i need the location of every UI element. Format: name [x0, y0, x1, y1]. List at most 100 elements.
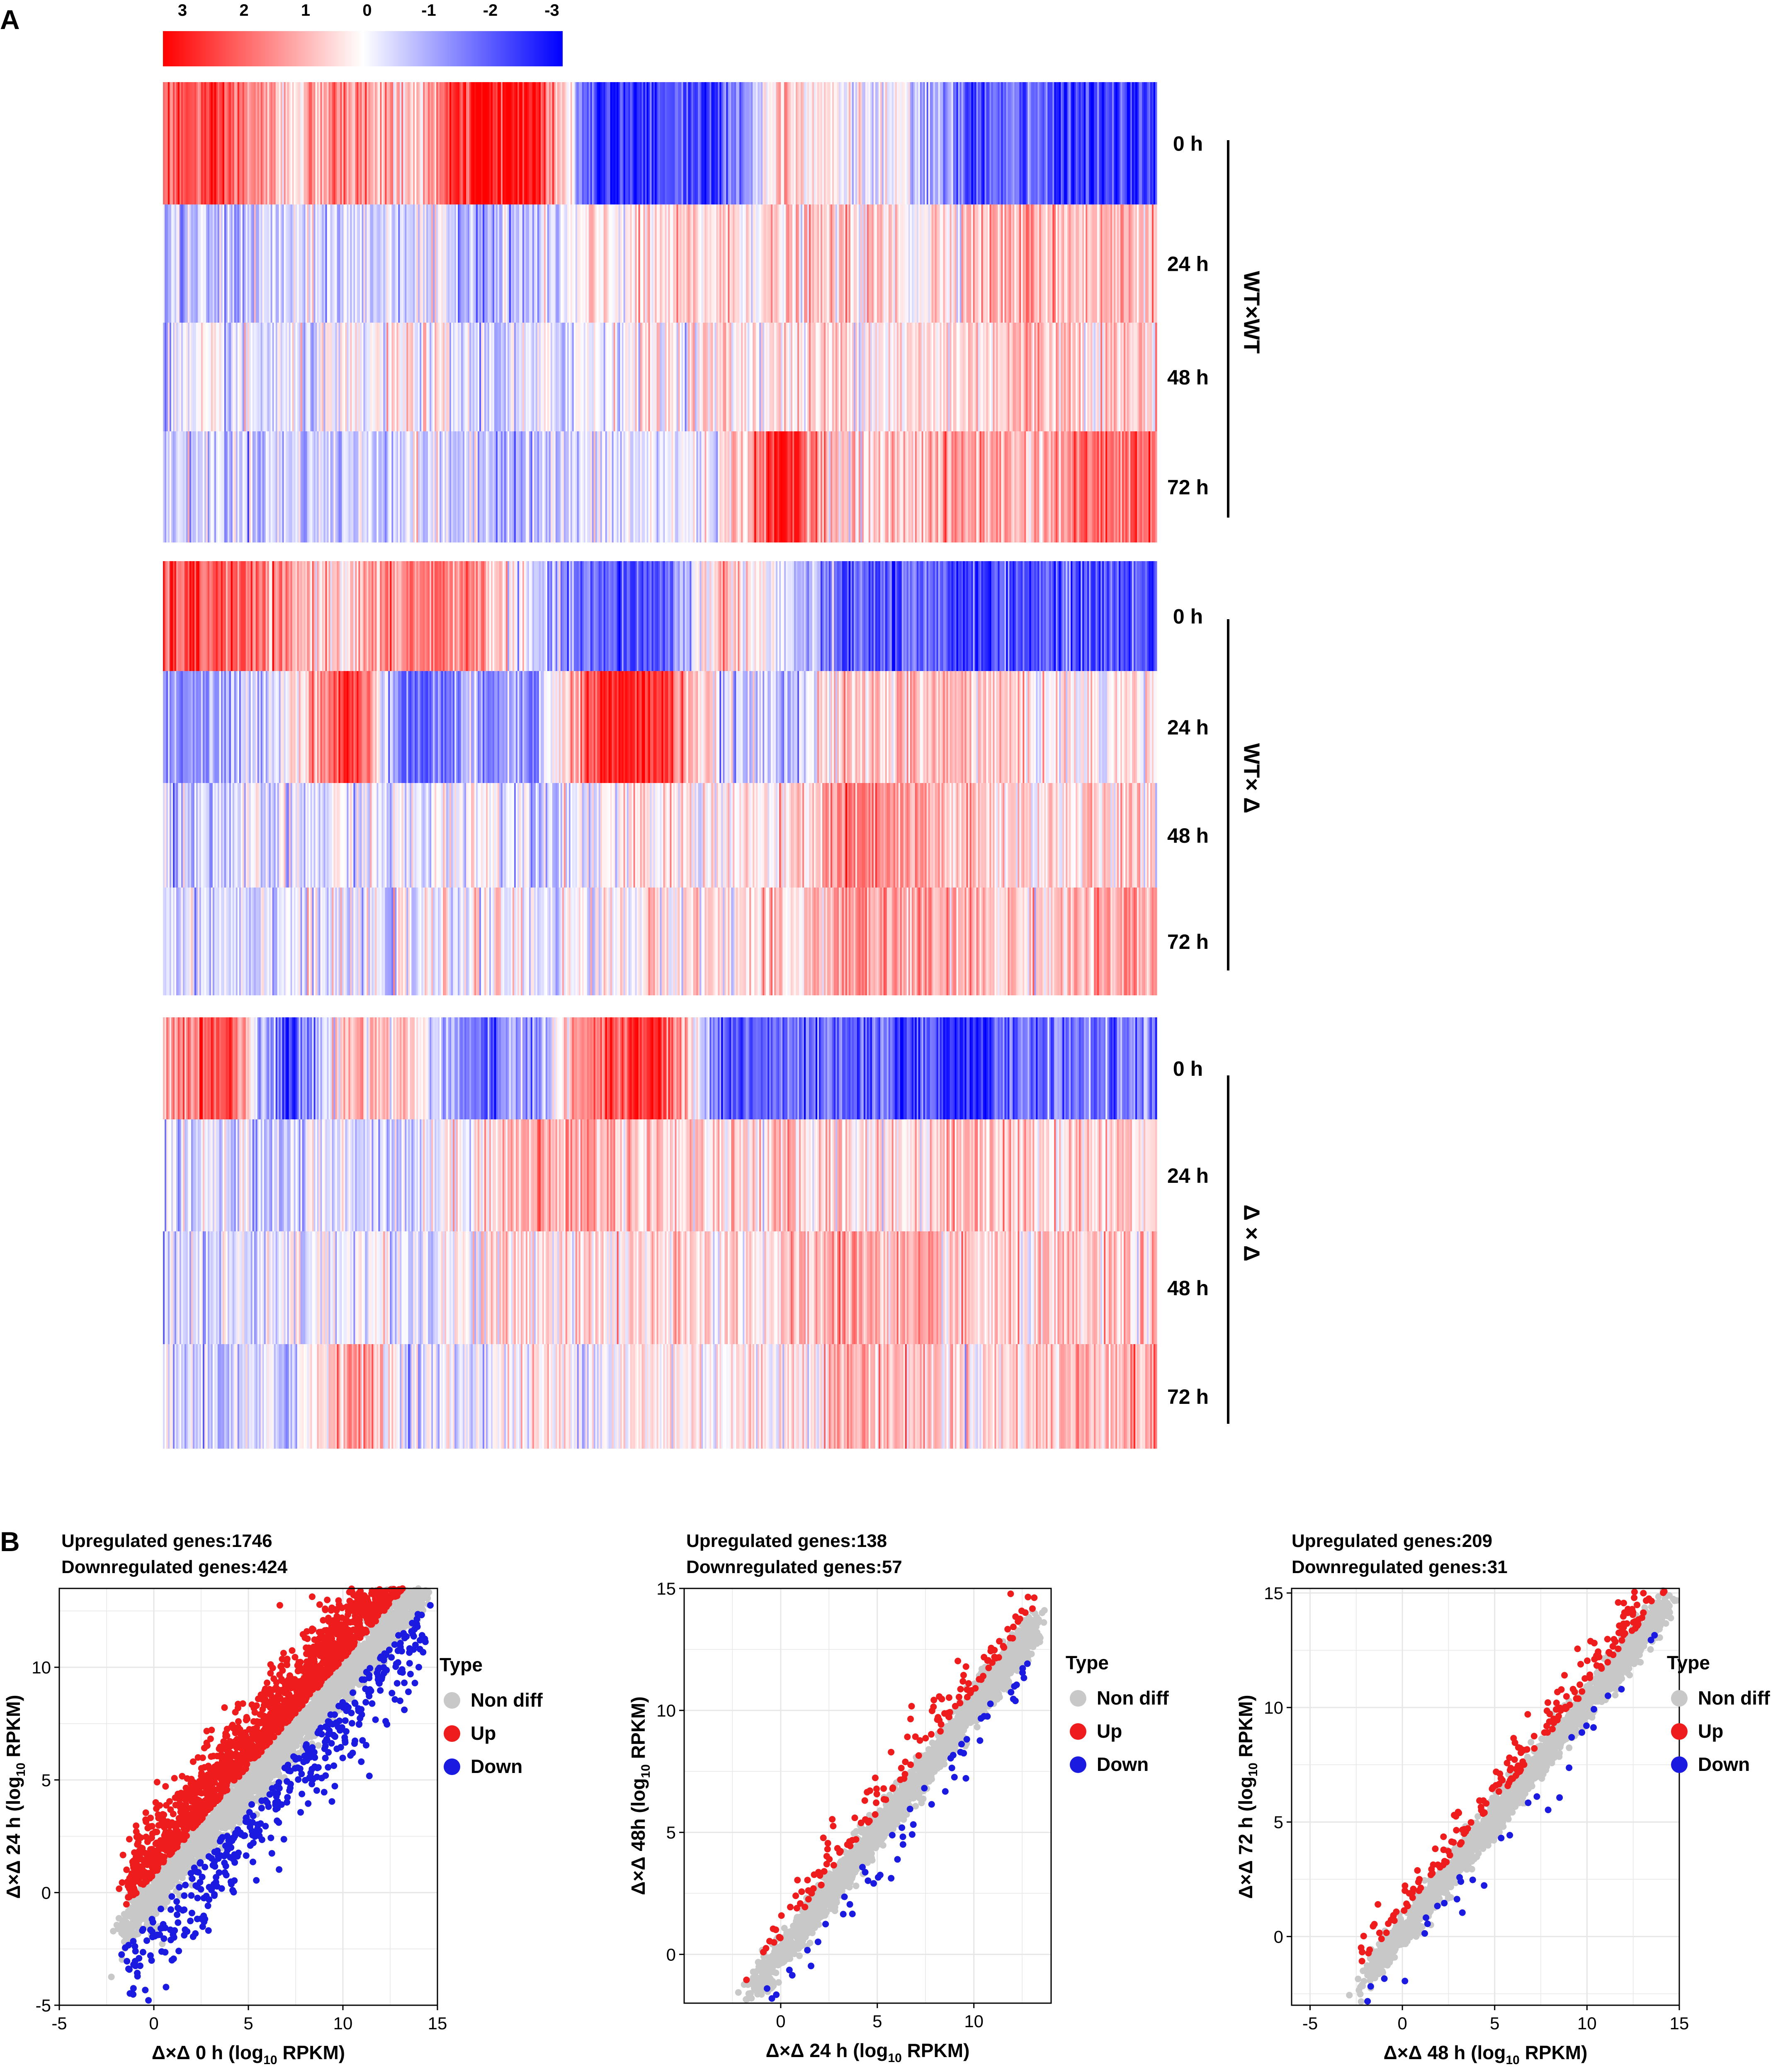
- heatmap-cell: [840, 323, 843, 431]
- heatmap-cell: [534, 671, 536, 783]
- heatmap-cell: [436, 431, 438, 542]
- heatmap-cell: [923, 783, 925, 888]
- heatmap-cell: [668, 671, 670, 783]
- heatmap-cell: [267, 1017, 270, 1119]
- heatmap-cell: [373, 671, 375, 783]
- heatmap-cell: [950, 561, 952, 671]
- heatmap-cell: [305, 431, 308, 542]
- heatmap-cell: [510, 888, 513, 995]
- heatmap-cell: [216, 204, 218, 323]
- heatmap-cell: [478, 888, 480, 995]
- heatmap-cell: [908, 431, 911, 542]
- heatmap-cell: [214, 561, 216, 671]
- heatmap-cell: [779, 671, 781, 783]
- heatmap-cell: [519, 82, 521, 204]
- heatmap-cell: [395, 1017, 397, 1119]
- heatmap-cell: [390, 204, 392, 323]
- heatmap-cell: [240, 783, 243, 888]
- heatmap-cell: [497, 431, 500, 542]
- heatmap-cell: [315, 888, 318, 995]
- heatmap-cell: [1122, 431, 1124, 542]
- heatmap-cell: [683, 204, 685, 323]
- heatmap-cell: [744, 323, 746, 431]
- heatmap-cell: [403, 671, 405, 783]
- heatmap-cell: [891, 671, 894, 783]
- heatmap-cell: [607, 204, 609, 323]
- heatmap-cell: [305, 323, 308, 431]
- heatmap-cell: [852, 888, 854, 995]
- heatmap-cell: [478, 671, 480, 783]
- heatmap-cell: [1092, 783, 1094, 888]
- heatmap-cell: [247, 561, 250, 671]
- heatmap-cell: [733, 204, 735, 323]
- heatmap-cell: [348, 888, 351, 995]
- heatmap-cell: [242, 1017, 245, 1119]
- heatmap-cell: [806, 888, 808, 995]
- heatmap-cell: [416, 783, 418, 888]
- heatmap-cell: [436, 671, 438, 783]
- heatmap-cell: [673, 671, 675, 783]
- heatmap-cell: [945, 431, 947, 542]
- heatmap-cell: [1109, 204, 1111, 323]
- heatmap-cell: [540, 431, 543, 542]
- heatmap-cell: [285, 783, 288, 888]
- heatmap-cell: [1072, 431, 1074, 542]
- heatmap-cell: [976, 783, 979, 888]
- heatmap-cell: [285, 323, 288, 431]
- heatmap-cell: [1154, 431, 1156, 542]
- heatmap-cell: [401, 323, 403, 431]
- heatmap-cell: [758, 82, 760, 204]
- heatmap-cell: [555, 671, 558, 783]
- heatmap-cell: [1021, 561, 1023, 671]
- heatmap-cell: [549, 888, 551, 995]
- heatmap-cell: [612, 431, 614, 542]
- heatmap-cell: [620, 204, 622, 323]
- heatmap-cell: [515, 888, 518, 995]
- heatmap-cell: [295, 783, 298, 888]
- heatmap-cell: [756, 783, 758, 888]
- heatmap-cell: [875, 561, 877, 671]
- heatmap-cell: [300, 323, 303, 431]
- heatmap-cell: [217, 671, 220, 783]
- heatmap-cell: [1049, 204, 1051, 323]
- heatmap-cell: [733, 561, 735, 671]
- heatmap-cell: [186, 561, 188, 671]
- heatmap-cell: [435, 204, 437, 323]
- heatmap-cell: [272, 1017, 274, 1119]
- heatmap-cell: [769, 82, 771, 204]
- heatmap-cell: [1104, 431, 1106, 542]
- heatmap-cell: [401, 82, 403, 204]
- heatmap-cell: [252, 431, 255, 542]
- heatmap-cell: [262, 431, 265, 542]
- heatmap-cell: [926, 82, 929, 204]
- heatmap-cell: [1144, 323, 1146, 431]
- heatmap-cell: [279, 204, 281, 323]
- heatmap-cell: [570, 783, 573, 888]
- heatmap-cell: [979, 431, 982, 542]
- heatmap-cell: [1067, 561, 1069, 671]
- heatmap-cell: [1026, 323, 1028, 431]
- heatmap-cell: [539, 82, 541, 204]
- heatmap-cell: [807, 82, 809, 204]
- heatmap-cell: [801, 561, 803, 671]
- heatmap-cell: [177, 1017, 180, 1119]
- heatmap-cell: [827, 561, 829, 671]
- heatmap-cell: [1109, 561, 1111, 671]
- heatmap-cell: [979, 323, 982, 431]
- heatmap-cell: [1011, 431, 1013, 542]
- heatmap-cell: [749, 431, 751, 542]
- heatmap-cell: [254, 1017, 256, 1119]
- heatmap-cell: [231, 82, 233, 204]
- heatmap-cell: [759, 783, 761, 888]
- heatmap-cell: [315, 431, 318, 542]
- heatmap-cell: [994, 671, 997, 783]
- heatmap-cell: [1104, 82, 1106, 204]
- heatmap-cell: [799, 561, 801, 671]
- heatmap-cell: [1009, 561, 1012, 671]
- heatmap-cell: [315, 1017, 318, 1119]
- heatmap-cell: [272, 431, 274, 542]
- heatmap-cell: [327, 82, 329, 204]
- heatmap-cell: [746, 783, 748, 888]
- heatmap-cell: [308, 431, 311, 542]
- heatmap-cell: [713, 671, 715, 783]
